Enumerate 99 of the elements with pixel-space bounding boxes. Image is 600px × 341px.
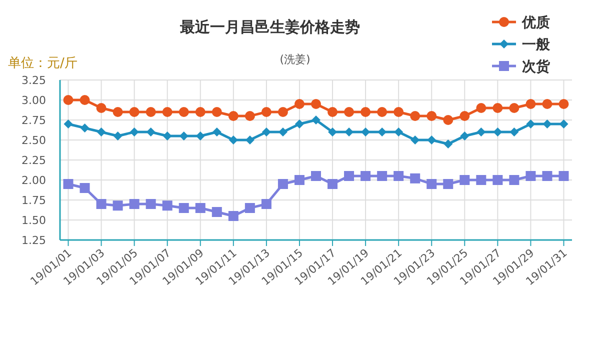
point bbox=[526, 171, 536, 181]
point bbox=[228, 136, 238, 144]
point bbox=[80, 124, 90, 132]
point bbox=[410, 173, 420, 184]
point bbox=[394, 128, 404, 136]
point bbox=[542, 171, 552, 181]
point bbox=[460, 175, 470, 185]
point bbox=[328, 107, 338, 117]
point bbox=[129, 107, 140, 117]
point bbox=[443, 179, 454, 189]
point bbox=[558, 171, 569, 181]
point bbox=[63, 95, 74, 105]
point bbox=[542, 99, 552, 109]
point bbox=[261, 107, 272, 117]
point bbox=[262, 128, 271, 136]
legend-label: 优质 bbox=[521, 14, 550, 31]
point bbox=[311, 99, 321, 109]
point bbox=[162, 107, 172, 117]
point bbox=[328, 179, 338, 189]
point bbox=[558, 99, 569, 109]
point bbox=[476, 175, 486, 185]
point bbox=[212, 128, 222, 136]
point bbox=[228, 211, 238, 221]
point bbox=[212, 207, 222, 217]
point bbox=[509, 103, 520, 113]
point bbox=[96, 103, 106, 113]
point bbox=[526, 99, 536, 109]
y-tick-label: 3.00 bbox=[22, 94, 46, 107]
point bbox=[493, 128, 502, 136]
point bbox=[394, 171, 404, 181]
point bbox=[476, 128, 486, 136]
point bbox=[360, 171, 371, 181]
y-tick-label: 2.00 bbox=[22, 174, 46, 187]
legend-label: 一般 bbox=[522, 37, 551, 53]
point bbox=[244, 111, 255, 121]
point bbox=[162, 132, 172, 140]
point bbox=[113, 132, 122, 140]
point bbox=[244, 203, 255, 213]
point bbox=[63, 179, 74, 189]
point bbox=[377, 171, 388, 181]
point bbox=[426, 179, 437, 189]
point bbox=[344, 107, 354, 117]
point bbox=[377, 107, 388, 117]
point bbox=[278, 107, 288, 117]
point bbox=[146, 128, 156, 136]
point bbox=[64, 120, 73, 128]
point bbox=[195, 203, 206, 213]
chart-subtitle: (洗姜) bbox=[280, 53, 310, 66]
point bbox=[410, 111, 420, 121]
point bbox=[212, 107, 222, 117]
point bbox=[178, 203, 189, 213]
point bbox=[146, 107, 156, 117]
point bbox=[80, 95, 90, 105]
y-tick-label: 2.75 bbox=[22, 114, 46, 127]
point bbox=[460, 111, 470, 121]
legend-label: 次货 bbox=[522, 59, 551, 75]
point bbox=[443, 115, 454, 125]
point bbox=[444, 140, 453, 148]
y-tick-label: 2.25 bbox=[22, 154, 46, 167]
point bbox=[294, 99, 304, 109]
y-tick-label: 1.75 bbox=[22, 194, 46, 207]
point bbox=[294, 175, 304, 185]
point bbox=[542, 120, 552, 128]
point bbox=[146, 199, 156, 209]
chart-title: 最近一月昌邑生姜价格走势 bbox=[179, 18, 360, 36]
point bbox=[228, 111, 238, 121]
y-axis-title: 单位：元/斤 bbox=[8, 56, 78, 71]
point bbox=[195, 107, 206, 117]
point bbox=[426, 111, 437, 121]
point bbox=[394, 107, 404, 117]
point bbox=[80, 183, 90, 193]
point bbox=[492, 103, 503, 113]
y-tick-label: 3.25 bbox=[22, 74, 46, 87]
point bbox=[476, 103, 486, 113]
point bbox=[178, 107, 189, 117]
point bbox=[311, 171, 321, 181]
point bbox=[492, 175, 503, 185]
point bbox=[278, 179, 288, 189]
point bbox=[129, 199, 140, 209]
y-tick-label: 1.50 bbox=[22, 214, 46, 227]
y-tick-label: 2.50 bbox=[22, 134, 46, 147]
point bbox=[112, 200, 123, 211]
point bbox=[112, 107, 123, 117]
point bbox=[510, 128, 519, 136]
point bbox=[96, 199, 106, 209]
point bbox=[427, 136, 436, 144]
point bbox=[509, 175, 520, 185]
point bbox=[130, 128, 139, 136]
point bbox=[96, 128, 106, 136]
point bbox=[294, 120, 304, 128]
point bbox=[261, 199, 272, 209]
point bbox=[360, 107, 371, 117]
y-tick-label: 1.25 bbox=[22, 234, 46, 247]
point bbox=[312, 116, 320, 124]
point bbox=[344, 171, 354, 181]
point bbox=[162, 200, 172, 211]
point bbox=[559, 120, 568, 128]
point bbox=[460, 132, 470, 140]
point bbox=[526, 120, 536, 128]
